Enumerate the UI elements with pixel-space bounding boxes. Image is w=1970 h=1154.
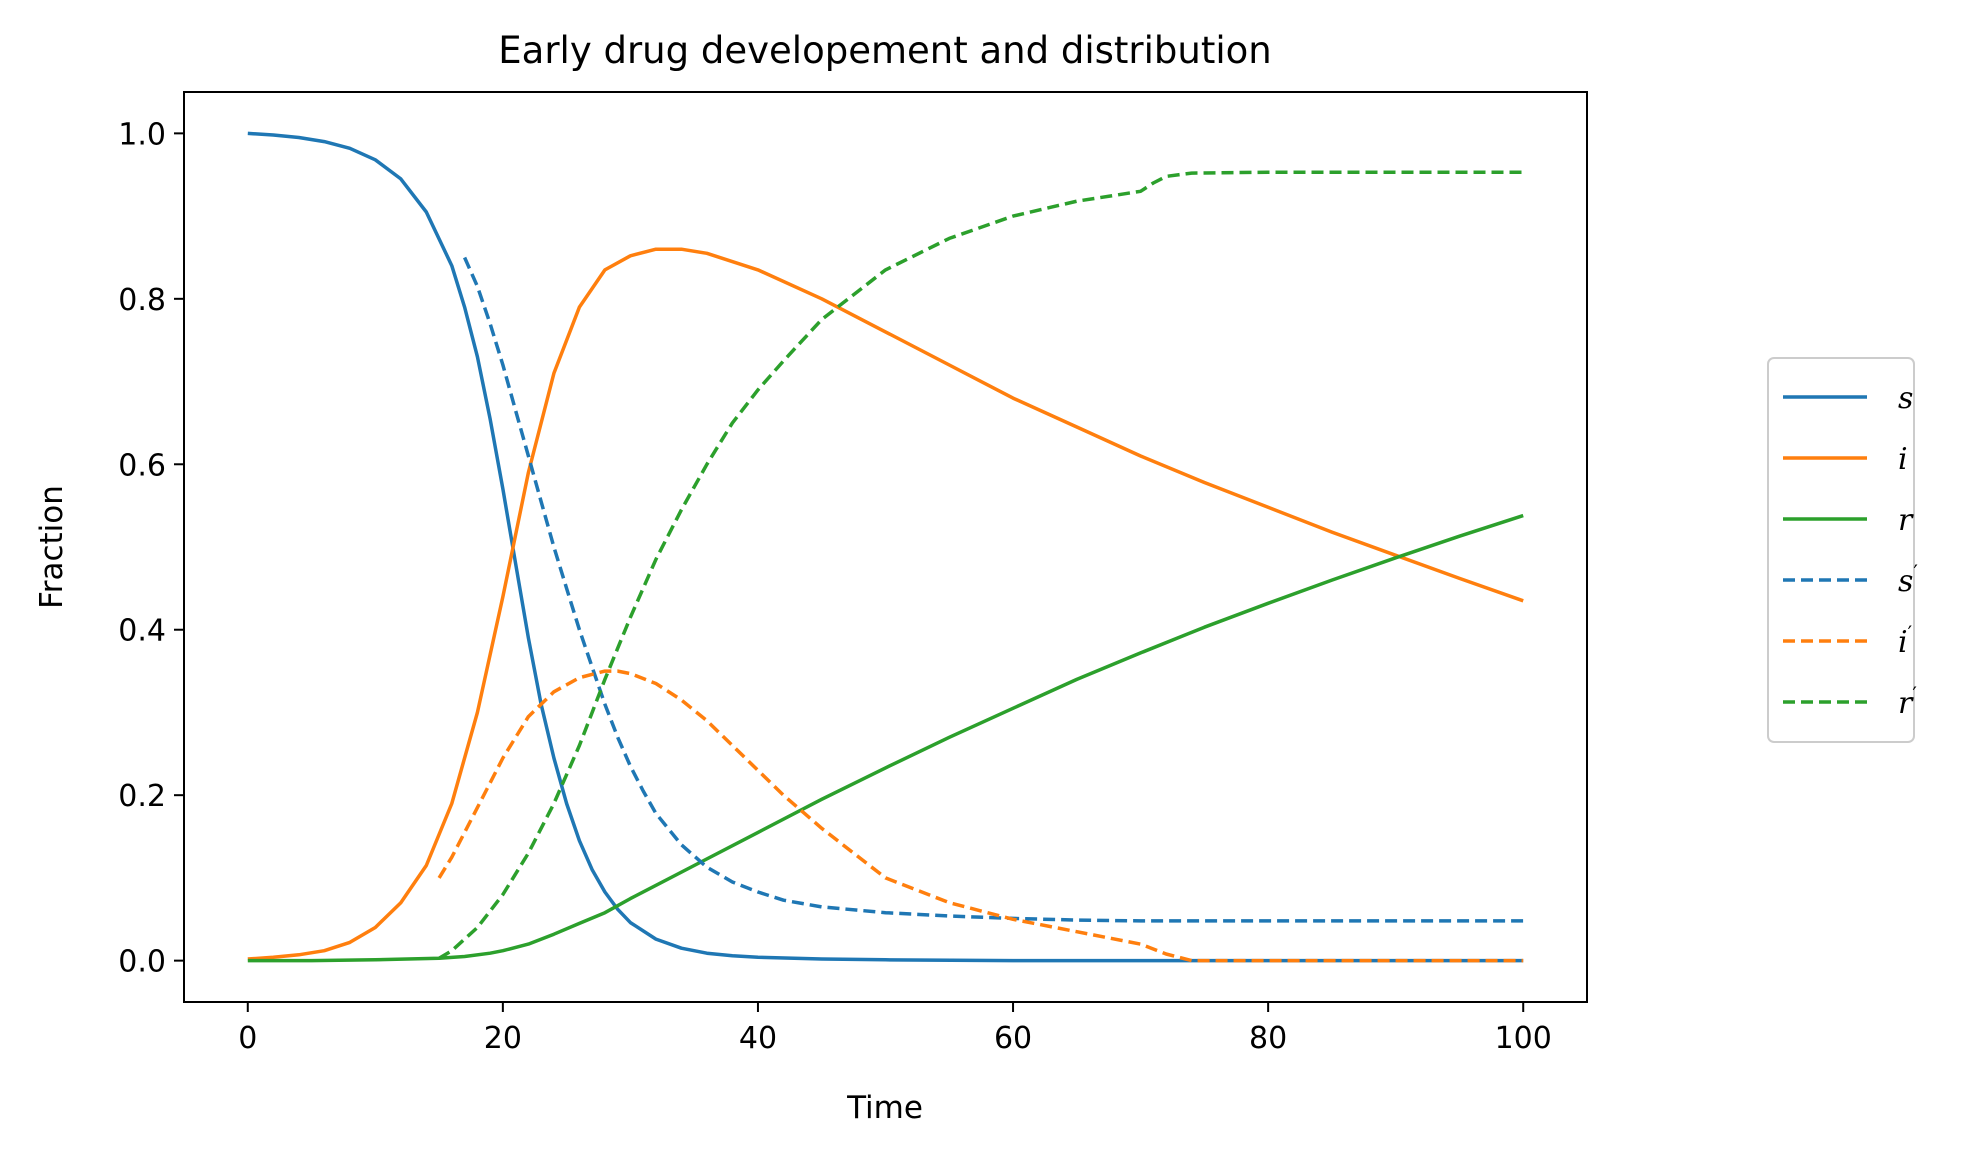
y-tick-label: 1.0 <box>118 117 166 152</box>
legend-label: r <box>1898 503 1914 538</box>
legend-frame <box>1767 357 1915 743</box>
x-axis: 0 20 40 60 80 100 <box>238 1002 1552 1056</box>
y-tick-label: 0.4 <box>118 614 166 649</box>
x-tick-label: 0 <box>238 1021 257 1056</box>
legend-label: i <box>1898 442 1908 477</box>
x-tick-label: 40 <box>739 1021 777 1056</box>
y-axis: 0.0 0.2 0.4 0.6 0.8 1.0 <box>118 117 184 980</box>
y-tick-label: 0.2 <box>118 779 166 814</box>
y-tick-label: 0.6 <box>118 448 166 483</box>
x-tick-label: 20 <box>484 1021 522 1056</box>
x-axis-label: Time <box>846 1090 923 1126</box>
legend-label: s′ <box>1898 560 1918 599</box>
series-line-i <box>247 247 1524 961</box>
chart-title: Early drug developement and distribution <box>498 29 1271 72</box>
legend-label: s <box>1898 381 1913 416</box>
x-tick-label: 100 <box>1495 1021 1552 1056</box>
y-axis-label: Fraction <box>34 485 70 609</box>
series-line-r-prime <box>438 170 1524 960</box>
plot-series <box>247 131 1524 963</box>
series-line-s-prime <box>462 256 1524 923</box>
y-tick-label: 0.0 <box>118 945 166 980</box>
plot-frame <box>183 91 1588 1003</box>
series-line-s <box>247 131 1524 963</box>
x-tick-label: 80 <box>1249 1021 1287 1056</box>
x-tick-label: 60 <box>994 1021 1032 1056</box>
y-tick-label: 0.8 <box>118 283 166 318</box>
series-line-r <box>247 513 1524 963</box>
